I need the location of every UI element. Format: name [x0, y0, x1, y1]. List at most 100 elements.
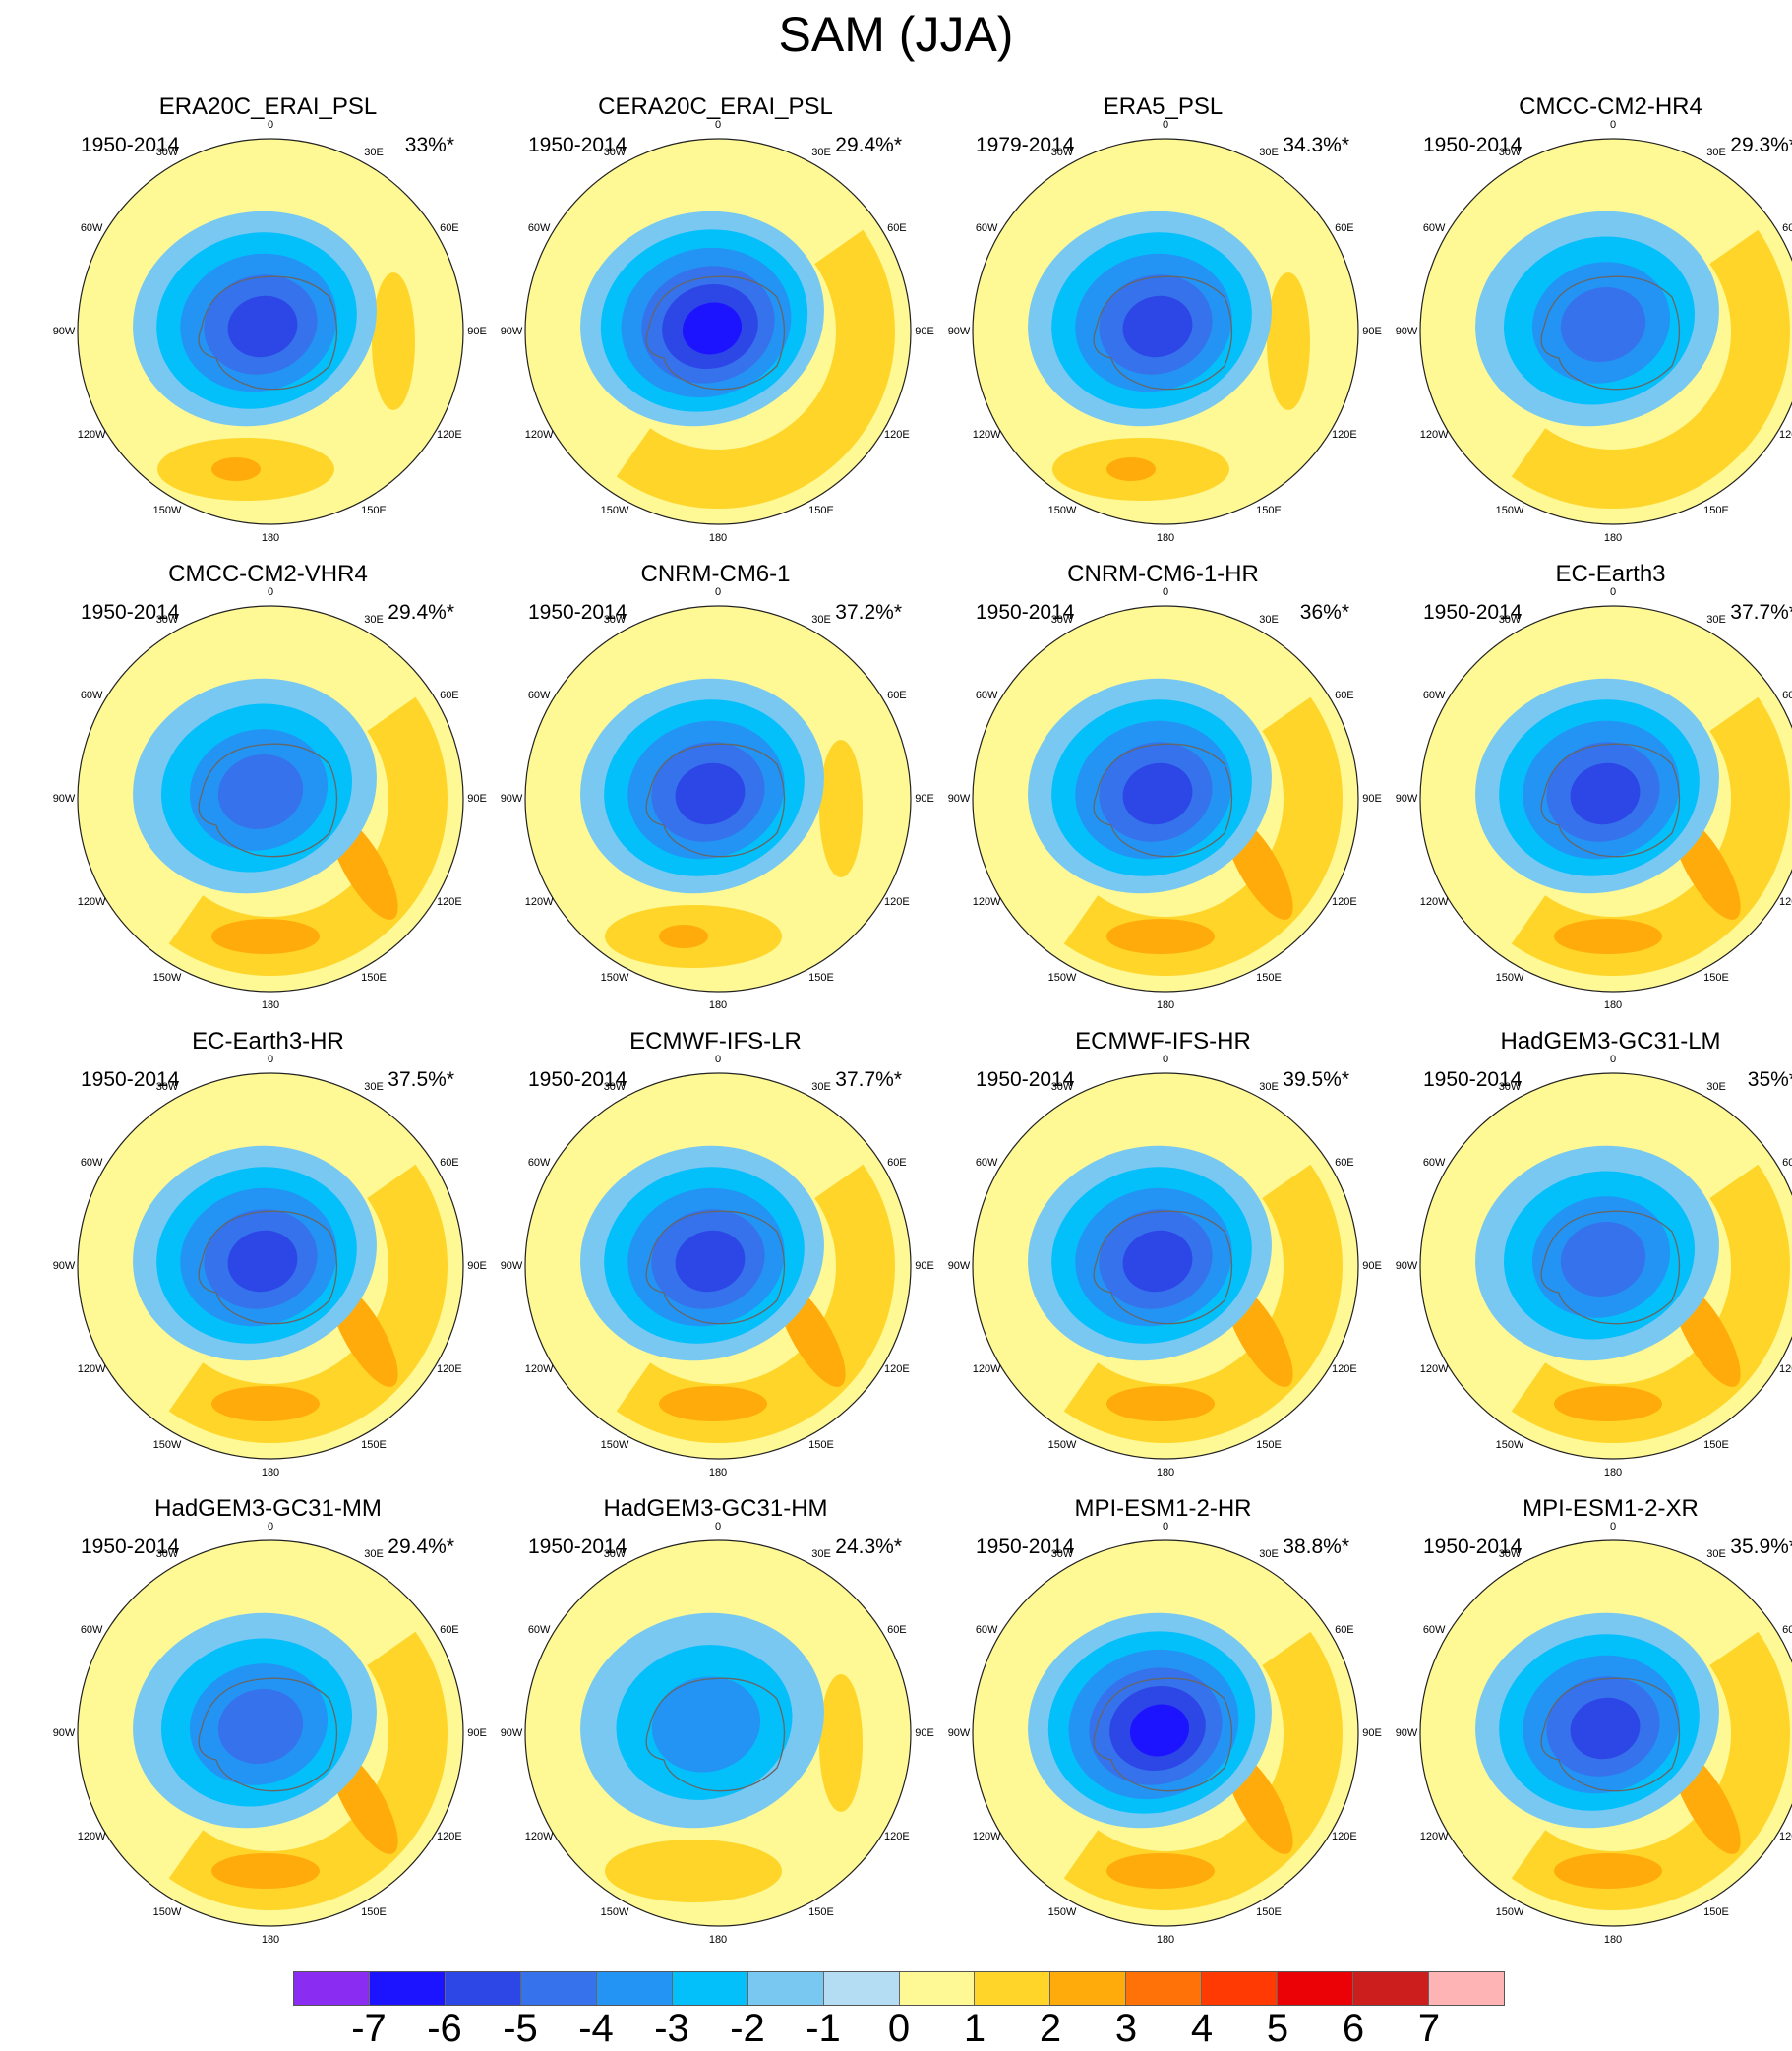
longitude-label: 60W — [527, 222, 551, 234]
colorbar-box — [1202, 1972, 1279, 2005]
longitude-label: 0 — [714, 1521, 722, 1533]
longitude-label: 150W — [1047, 971, 1077, 984]
map-border — [77, 1072, 464, 1460]
longitude-label: 120W — [77, 896, 106, 908]
colorbar-tick-label: -3 — [654, 2007, 689, 2050]
longitude-label: 120E — [1332, 429, 1357, 441]
longitude-label: 60W — [975, 1624, 998, 1636]
longitude-label: 60W — [975, 222, 998, 234]
positive-anomaly-core — [1106, 1386, 1215, 1421]
longitude-label: 30E — [364, 1548, 384, 1561]
longitude-label: 150W — [152, 1905, 182, 1918]
longitude-label: 180 — [1156, 1934, 1175, 1946]
panel-title: CMCC-CM2-VHR4 — [168, 561, 368, 587]
positive-anomaly-core — [211, 1386, 320, 1421]
longitude-label: 30E — [1706, 147, 1726, 159]
longitude-label: 90E — [467, 1260, 487, 1272]
positive-anomaly-core — [1554, 1386, 1662, 1421]
longitude-label: 120W — [524, 1831, 554, 1842]
longitude-label: 120W — [524, 1363, 554, 1375]
antarctica-coastline — [198, 1677, 338, 1792]
negative-anomaly-contour — [217, 754, 304, 829]
longitude-label: 60E — [887, 690, 907, 701]
map-panel: CMCC-CM2-HR41950-201429.3%*030E60E90E120… — [1387, 93, 1792, 562]
antarctica-coastline — [198, 1210, 338, 1325]
positive-anomaly-core — [211, 1853, 320, 1889]
panel-title: EC-Earth3-HR — [192, 1028, 344, 1055]
panel-period: 1950-2014 — [976, 1536, 1075, 1558]
longitude-label: 120E — [884, 1831, 910, 1842]
longitude-label: 150E — [1703, 1905, 1729, 1918]
map-border — [1419, 605, 1792, 993]
explained-variance: 24.3%* — [835, 1536, 902, 1558]
polar-map — [524, 605, 912, 993]
longitude-label: 120W — [972, 1363, 1001, 1375]
longitude-label: 120W — [1419, 1363, 1449, 1375]
map-border — [524, 605, 912, 993]
negative-anomaly-contour — [1122, 1230, 1193, 1293]
colorbar-box — [1050, 1972, 1127, 2005]
panel-period: 1950-2014 — [1423, 1536, 1523, 1558]
map-panel: CNRM-CM6-1-HR 1950-2014 36%* 0 30E 60E 90E 120E… — [939, 561, 1387, 1029]
longitude-label: 30E — [364, 147, 384, 159]
longitude-label: 90W — [947, 326, 971, 337]
longitude-label: 150E — [361, 1905, 387, 1918]
explained-variance: 37.7%* — [1730, 601, 1792, 624]
longitude-label: 150E — [361, 504, 387, 516]
longitude-label: 60E — [887, 222, 907, 234]
longitude-label: 60W — [80, 1157, 103, 1169]
longitude-label: 0 — [1162, 1521, 1169, 1533]
panel-period: 1950-2014 — [976, 601, 1075, 624]
positive-anomaly-core — [1106, 919, 1215, 954]
panel-title: MPI-ESM1-2-XR — [1523, 1495, 1699, 1522]
longitude-label: 90W — [52, 1727, 76, 1739]
longitude-label: 30E — [1259, 614, 1279, 627]
longitude-label: 90W — [947, 793, 971, 805]
longitude-label: 0 — [1609, 119, 1617, 131]
longitude-label: 0 — [267, 1521, 274, 1533]
panel-title: MPI-ESM1-2-HR — [1074, 1495, 1252, 1522]
panel-title: HadGEM3-GC31-LM — [1500, 1028, 1721, 1055]
panel-title: ECMWF-IFS-LR — [629, 1028, 802, 1055]
longitude-label: 180 — [708, 532, 728, 544]
positive-anomaly-core — [1106, 457, 1156, 481]
longitude-label: 30E — [811, 1548, 831, 1561]
longitude-label: 150E — [361, 971, 387, 984]
colorbar-box — [596, 1972, 673, 2005]
longitude-label: 120E — [1779, 429, 1792, 441]
map-panel: CNRM-CM6-1 1950-2014 37.2%* 0 30E 60E 90E 120E 1… — [492, 561, 939, 1029]
longitude-label: 120W — [1419, 429, 1449, 441]
longitude-label: 30E — [1259, 1548, 1279, 1561]
longitude-label: 30W — [155, 1081, 179, 1094]
longitude-label: 150W — [152, 971, 182, 984]
longitude-label: 60E — [887, 1624, 907, 1636]
longitude-label: 0 — [1609, 1054, 1617, 1065]
longitude-label: 60W — [1422, 222, 1446, 234]
longitude-label: 90W — [500, 1260, 523, 1272]
explained-variance: 36%* — [1299, 601, 1349, 624]
explained-variance: 37.7%* — [835, 1068, 902, 1091]
longitude-label: 0 — [1609, 586, 1617, 598]
panel-title: CNRM-CM6-1-HR — [1067, 561, 1259, 587]
longitude-label: 150W — [600, 504, 629, 516]
longitude-label: 60E — [1782, 1624, 1792, 1636]
longitude-label: 120E — [1779, 896, 1792, 908]
longitude-label: 60E — [440, 1624, 459, 1636]
longitude-label: 90W — [1395, 1727, 1418, 1739]
negative-anomaly-contour — [217, 1689, 304, 1764]
longitude-label: 60E — [440, 1157, 459, 1169]
positive-anomaly-core — [211, 457, 261, 481]
longitude-label: 30W — [155, 147, 179, 159]
map-panel: HadGEM3-GC31-MM 1950-2014 29.4%* 0 30E 60E 90E… — [44, 1495, 492, 1963]
longitude-label: 0 — [1162, 586, 1169, 598]
panel-period: 1950-2014 — [528, 601, 627, 624]
longitude-label: 120W — [972, 1831, 1001, 1842]
longitude-label: 30W — [1498, 147, 1522, 159]
longitude-label: 150E — [1256, 504, 1282, 516]
polar-map — [524, 1072, 912, 1460]
map-border — [77, 605, 464, 993]
map-panel: HadGEM3-GC31-HM 1950-2014 24.3%* 0 30E 60E 90E… — [492, 1495, 939, 1963]
longitude-label: 60E — [1782, 222, 1792, 234]
colorbar-tick-label: 4 — [1190, 2007, 1214, 2050]
longitude-label: 0 — [267, 119, 274, 131]
